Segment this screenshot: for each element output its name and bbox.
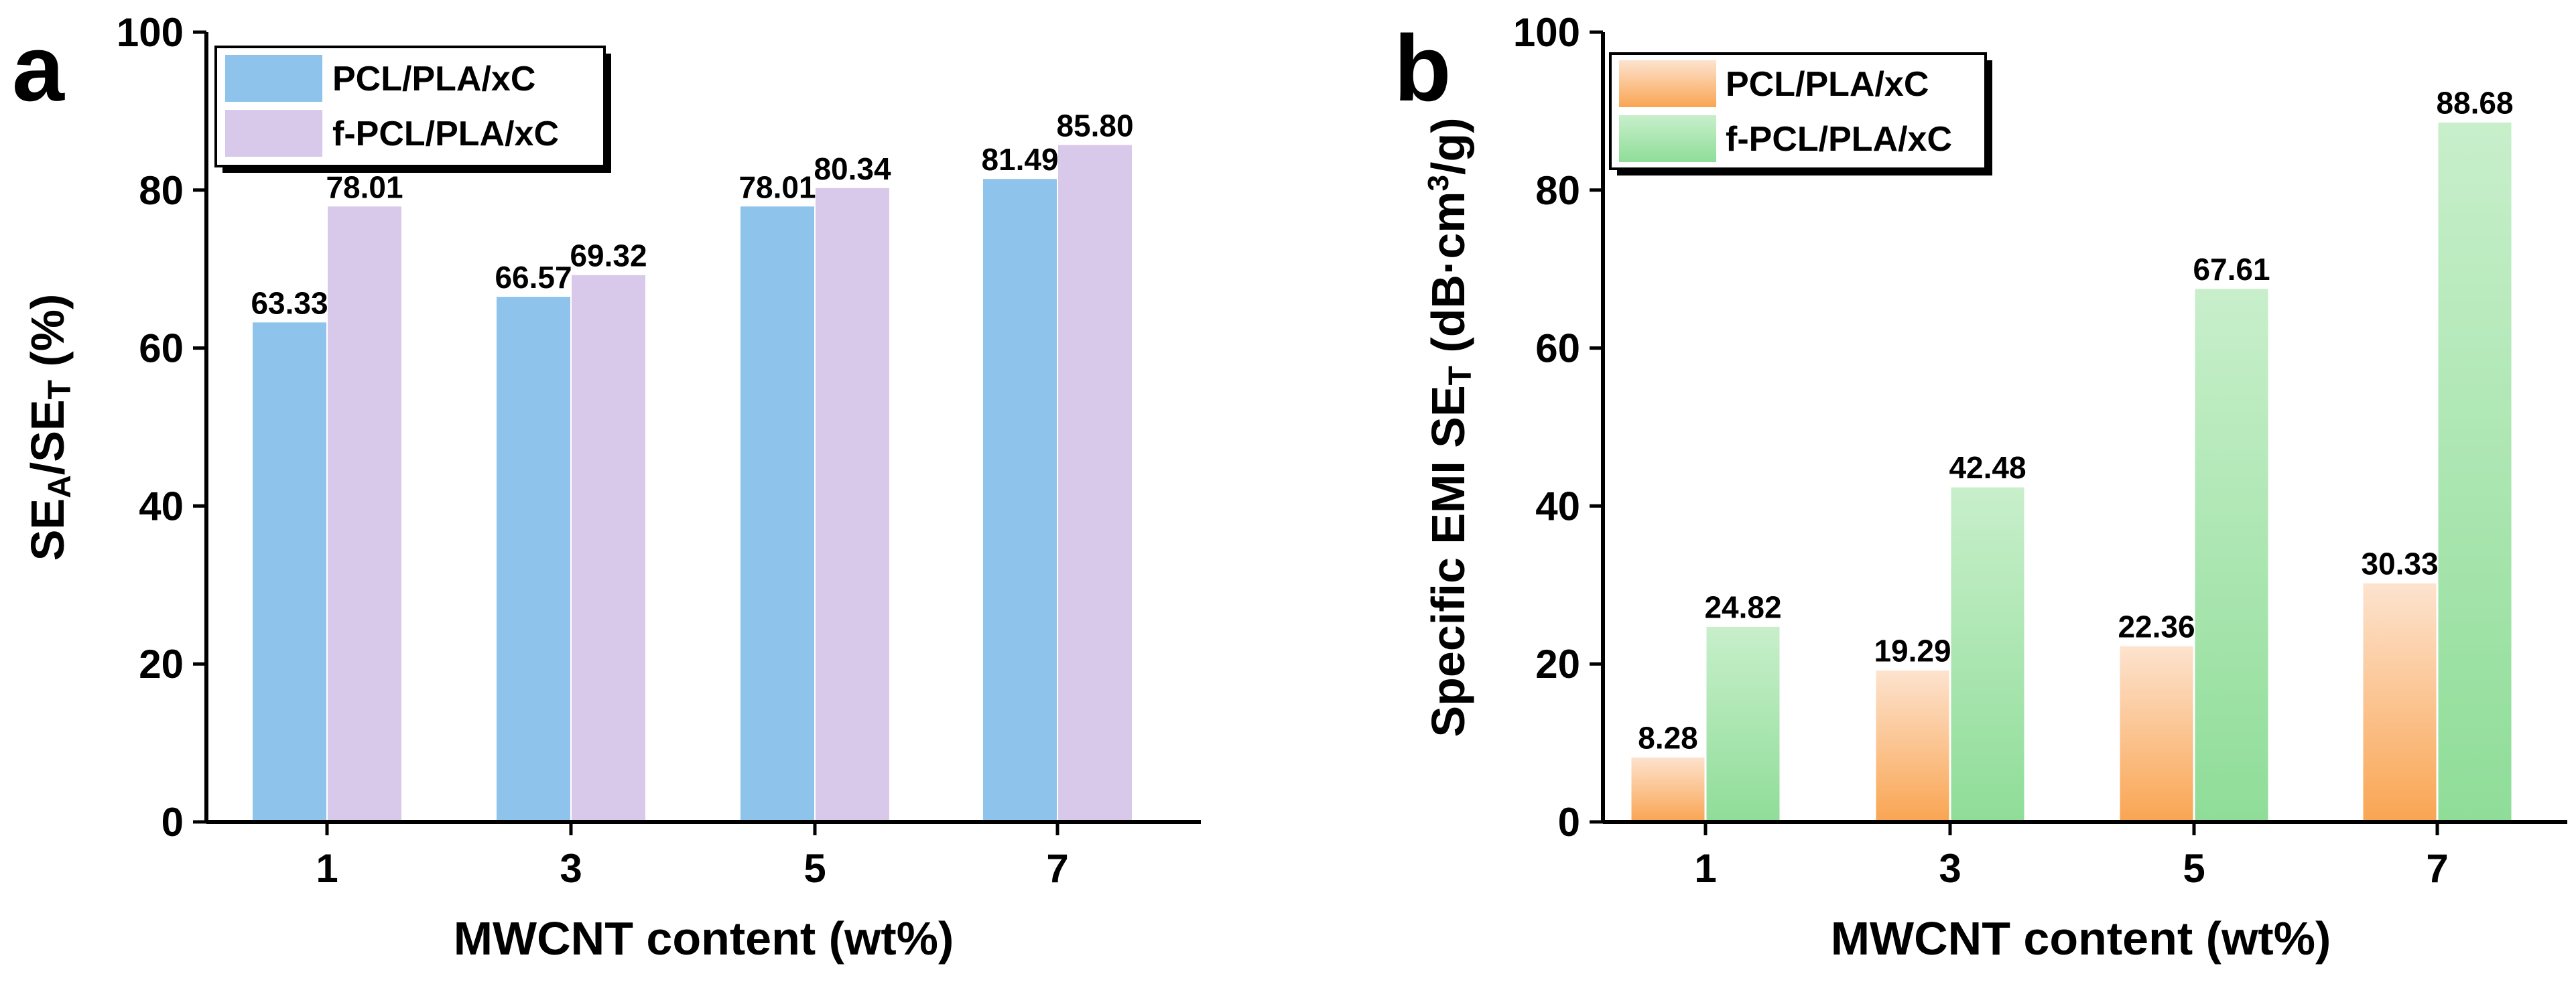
x-tick-label-b-5: 5: [2183, 846, 2205, 891]
y-axis-title-a-main: SE: [21, 498, 74, 561]
x-tick-label-a-3: 3: [560, 846, 582, 891]
x-axis-title-a: MWCNT content (wt%): [454, 912, 954, 965]
data-label-a-fpcl-7: 85.80: [1056, 108, 1133, 143]
y-tick-label-a-100: 100: [117, 10, 184, 55]
y-axis-title-b: Specific EMI SET (dB·cm3/g): [1422, 117, 1478, 737]
y-tick-label-a-20: 20: [139, 642, 184, 687]
data-label-a-fpcl-5: 80.34: [814, 151, 891, 186]
data-label-a-pcl-3: 66.57: [495, 260, 572, 295]
bar-a-pcl-7: [982, 178, 1058, 823]
y-ticks-panel-a: 0 20 40 60 80 100: [117, 10, 206, 845]
bar-b-fpcl-7: [2436, 120, 2514, 823]
y-axis-title-b-sub: T: [1443, 366, 1478, 385]
y-tick-label-b-60: 60: [1535, 326, 1580, 371]
data-label-b-pcl-1: 8.28: [1638, 720, 1698, 755]
bar-a-pcl-3: [495, 295, 572, 823]
bar-b-fpcl-1: [1704, 624, 1782, 823]
legend-label-a-fpcl: f-PCL/PLA/xC: [332, 115, 559, 153]
data-label-b-fpcl-7: 88.68: [2436, 85, 2513, 120]
data-label-a-pcl-1: 63.33: [251, 285, 328, 320]
y-tick-label-a-60: 60: [139, 326, 184, 371]
data-label-a-fpcl-1: 78.01: [326, 169, 403, 204]
bar-b-pcl-5: [2118, 644, 2195, 823]
y-axis-title-b-main: Specific EMI SE: [1422, 385, 1474, 737]
y-axis-title-b-unit-a: (dB·cm: [1422, 191, 1474, 366]
bar-b-pcl-7: [2361, 581, 2439, 823]
x-tick-label-a-7: 7: [1046, 846, 1068, 891]
bar-b-pcl-1: [1629, 755, 1707, 823]
data-labels-panel-a: 63.33 66.57 78.01 81.49 78.01 69.32 80.34 85.80: [251, 108, 1133, 320]
y-tick-label-a-80: 80: [139, 168, 184, 213]
bars-panel-b: [1629, 120, 2514, 823]
x-tick-label-a-5: 5: [803, 846, 826, 891]
chart-panel-a: a 63.33 66.57 78.01 81.49 78.01 69.32 80.34 85.…: [12, 10, 1201, 965]
legend-panel-a: PCL/PLA/xC f-PCL/PLA/xC: [214, 46, 611, 173]
data-labels-panel-b: 8.28 19.29 22.36 30.33 24.82 42.48 67.61 88.68: [1638, 85, 2513, 755]
y-tick-label-b-20: 20: [1535, 642, 1580, 687]
y-ticks-panel-b: 0 20 40 60 80 100: [1513, 10, 1603, 845]
x-tick-label-b-3: 3: [1939, 846, 1961, 891]
bar-b-fpcl-3: [1949, 485, 2026, 823]
y-tick-label-a-0: 0: [162, 800, 184, 845]
legend-panel-b: PCL/PLA/xC f-PCL/PLA/xC: [1609, 52, 1992, 175]
y-axis-title-b-sup: 3: [1422, 175, 1455, 191]
y-axis-title-a: SEA/SET (%): [21, 294, 78, 561]
legend-label-b-fpcl: f-PCL/PLA/xC: [1726, 120, 1952, 159]
legend-swatch-b-pcl: [1619, 60, 1716, 107]
y-axis-title-a-sub1: A: [42, 475, 78, 498]
data-label-b-pcl-5: 22.36: [2118, 609, 2195, 644]
x-axis-title-b: MWCNT content (wt%): [1831, 912, 2331, 965]
legend-swatch-a-fpcl: [225, 110, 322, 157]
y-tick-label-b-100: 100: [1513, 10, 1580, 55]
bar-a-fpcl-3: [570, 273, 647, 823]
y-tick-label-b-0: 0: [1558, 800, 1580, 845]
x-tick-label-b-1: 1: [1694, 846, 1716, 891]
x-ticks-panel-a: 1 3 5 7: [316, 822, 1069, 891]
x-tick-label-a-1: 1: [316, 846, 338, 891]
bar-a-pcl-5: [739, 205, 816, 823]
data-label-b-fpcl-3: 42.48: [1949, 450, 2026, 485]
legend-label-b-pcl: PCL/PLA/xC: [1726, 65, 1929, 104]
bar-a-fpcl-5: [814, 186, 891, 823]
legend-label-a-pcl: PCL/PLA/xC: [332, 60, 535, 98]
y-tick-label-b-80: 80: [1535, 168, 1580, 213]
bars-panel-a: [251, 143, 1133, 823]
y-axis-title-a-end: (%): [21, 294, 74, 380]
bar-b-fpcl-5: [2193, 287, 2270, 823]
y-axis-title-b-unit-b: /g): [1422, 117, 1474, 175]
data-label-b-pcl-7: 30.33: [2361, 546, 2438, 581]
legend-swatch-a-pcl: [225, 55, 322, 102]
bar-b-pcl-3: [1874, 668, 1951, 823]
data-label-a-fpcl-3: 69.32: [570, 238, 647, 273]
data-label-b-fpcl-1: 24.82: [1704, 589, 1781, 624]
panel-letter-b: b: [1394, 15, 1452, 121]
bar-a-pcl-1: [251, 321, 328, 823]
data-label-b-pcl-3: 19.29: [1874, 634, 1951, 668]
panel-letter-a: a: [12, 15, 65, 121]
bar-a-fpcl-1: [326, 205, 403, 823]
data-label-a-pcl-5: 78.01: [738, 169, 816, 204]
data-label-b-fpcl-5: 67.61: [2193, 252, 2270, 287]
x-tick-label-b-7: 7: [2426, 846, 2448, 891]
bar-a-fpcl-7: [1057, 143, 1133, 823]
y-axis-title-a-mid: /SE: [21, 399, 74, 475]
y-tick-label-a-40: 40: [139, 484, 184, 529]
legend-swatch-b-fpcl: [1619, 115, 1716, 162]
y-axis-title-a-sub2: T: [42, 380, 78, 399]
chart-panel-b: b 8.28 19.29 22.36 30.33 24.82 42.48 67.61 88.6…: [1394, 10, 2567, 965]
data-label-a-pcl-7: 81.49: [981, 142, 1058, 177]
x-ticks-panel-b: 1 3 5 7: [1694, 822, 2449, 891]
y-tick-label-b-40: 40: [1535, 484, 1580, 529]
